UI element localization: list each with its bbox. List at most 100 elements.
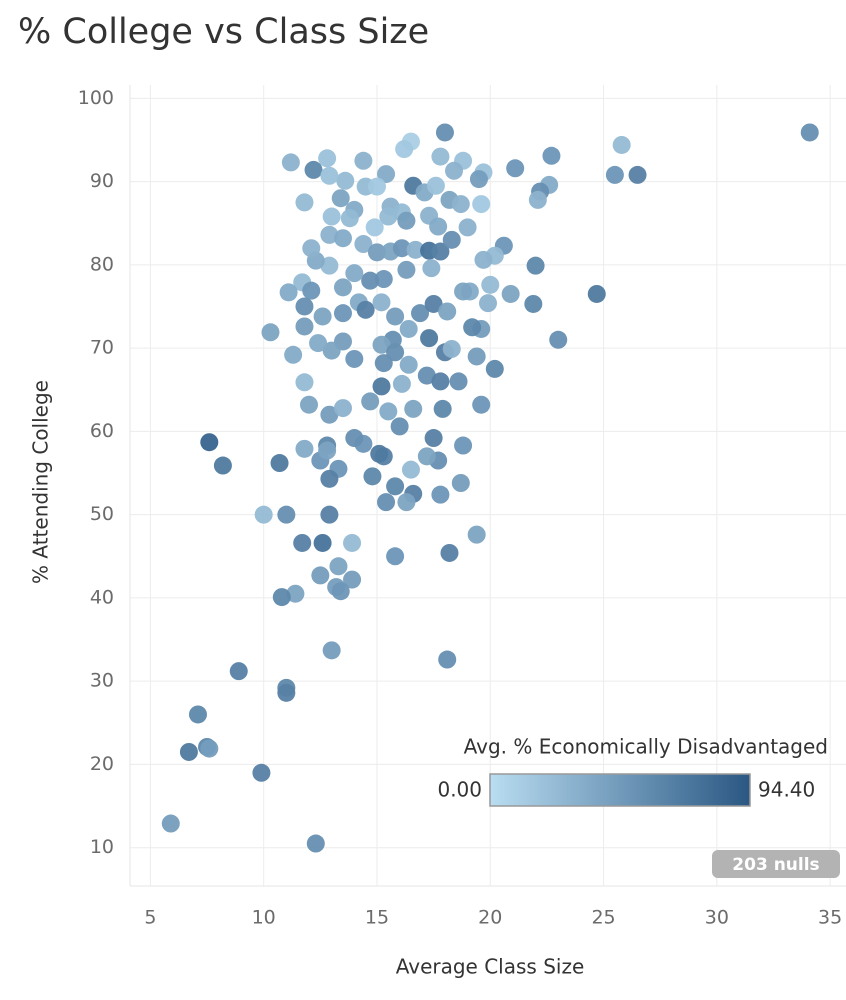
data-point xyxy=(322,341,341,360)
data-point xyxy=(386,477,405,496)
y-axis-title: % Attending College xyxy=(29,380,53,584)
data-point xyxy=(549,330,568,349)
data-point xyxy=(200,739,219,758)
data-point xyxy=(374,354,393,373)
data-point xyxy=(472,395,491,414)
nulls-badge[interactable] xyxy=(712,850,840,878)
y-tick-label: 10 xyxy=(90,836,114,858)
data-point xyxy=(435,123,454,142)
data-point xyxy=(318,441,337,460)
data-point xyxy=(309,334,328,353)
data-point xyxy=(293,533,312,552)
data-point xyxy=(363,467,382,486)
data-point xyxy=(300,395,318,414)
data-point xyxy=(406,240,425,259)
nulls-indicator[interactable]: 203 nulls xyxy=(712,850,840,878)
x-tick-label: 25 xyxy=(591,907,615,929)
data-point xyxy=(379,207,398,226)
legend-title: Avg. % Economically Disadvantaged xyxy=(464,735,828,759)
data-point xyxy=(213,456,232,475)
data-point xyxy=(377,493,396,512)
data-point xyxy=(343,570,362,589)
data-point xyxy=(295,439,314,458)
points xyxy=(161,123,819,853)
data-point xyxy=(372,377,391,396)
data-point xyxy=(365,218,384,237)
data-point xyxy=(343,533,362,552)
data-point xyxy=(397,493,416,512)
nulls-label[interactable]: 203 nulls xyxy=(732,855,819,875)
data-point xyxy=(318,149,337,168)
data-point xyxy=(438,302,457,321)
data-point xyxy=(481,275,500,294)
y-tick-label: 100 xyxy=(78,87,114,109)
data-point xyxy=(295,193,314,212)
data-point xyxy=(605,165,624,184)
data-point xyxy=(295,297,314,316)
data-point xyxy=(320,166,339,185)
data-point xyxy=(417,447,436,466)
y-tick-label: 90 xyxy=(90,170,114,192)
data-point xyxy=(431,485,450,504)
x-tick-label: 5 xyxy=(144,907,156,929)
x-tick-label: 10 xyxy=(252,907,276,929)
data-point xyxy=(612,135,631,154)
data-point xyxy=(345,349,364,368)
data-point xyxy=(374,270,393,289)
data-point xyxy=(320,225,339,244)
data-point xyxy=(399,319,418,338)
data-point xyxy=(485,359,504,378)
x-tick-label: 15 xyxy=(365,907,389,929)
chart-title: % College vs Class Size xyxy=(18,12,429,52)
data-point xyxy=(451,195,470,214)
data-point xyxy=(454,436,473,455)
data-point xyxy=(469,170,488,189)
data-point xyxy=(361,271,380,290)
data-point xyxy=(333,229,352,248)
data-point xyxy=(417,366,436,385)
data-point xyxy=(372,335,391,354)
data-point xyxy=(440,543,459,562)
data-point xyxy=(424,294,443,313)
y-tick-label: 60 xyxy=(90,420,114,442)
data-point xyxy=(431,242,450,261)
data-point xyxy=(311,566,330,585)
data-point xyxy=(306,834,325,853)
data-point xyxy=(524,294,543,313)
y-tick-label: 80 xyxy=(90,253,114,275)
data-point xyxy=(404,399,423,418)
data-point xyxy=(329,557,348,576)
data-point xyxy=(229,662,248,681)
data-point xyxy=(411,304,430,323)
data-point xyxy=(304,160,323,179)
data-point xyxy=(442,230,461,249)
data-point xyxy=(454,282,473,301)
data-point xyxy=(331,582,350,601)
x-tick-label: 35 xyxy=(818,907,842,929)
data-point xyxy=(333,399,352,418)
data-point xyxy=(386,343,405,362)
data-point xyxy=(333,278,352,297)
data-point xyxy=(397,260,416,279)
data-point xyxy=(367,177,386,196)
y-tick-label: 70 xyxy=(90,337,114,359)
data-point xyxy=(467,525,486,544)
x-axis-title: Average Class Size xyxy=(396,955,585,979)
data-point xyxy=(501,284,520,303)
color-legend: Avg. % Economically Disadvantaged 0.00 9… xyxy=(437,735,828,807)
data-point xyxy=(395,140,414,159)
data-point xyxy=(272,588,291,607)
data-point xyxy=(467,347,486,366)
x-tick-label: 20 xyxy=(478,907,502,929)
data-point xyxy=(474,250,493,269)
data-point xyxy=(429,217,448,236)
data-point xyxy=(438,650,457,669)
data-point xyxy=(386,307,405,326)
y-tick-label: 20 xyxy=(90,753,114,775)
data-point xyxy=(372,293,391,312)
data-point xyxy=(420,329,439,348)
data-point xyxy=(295,317,314,336)
data-point xyxy=(322,207,341,226)
